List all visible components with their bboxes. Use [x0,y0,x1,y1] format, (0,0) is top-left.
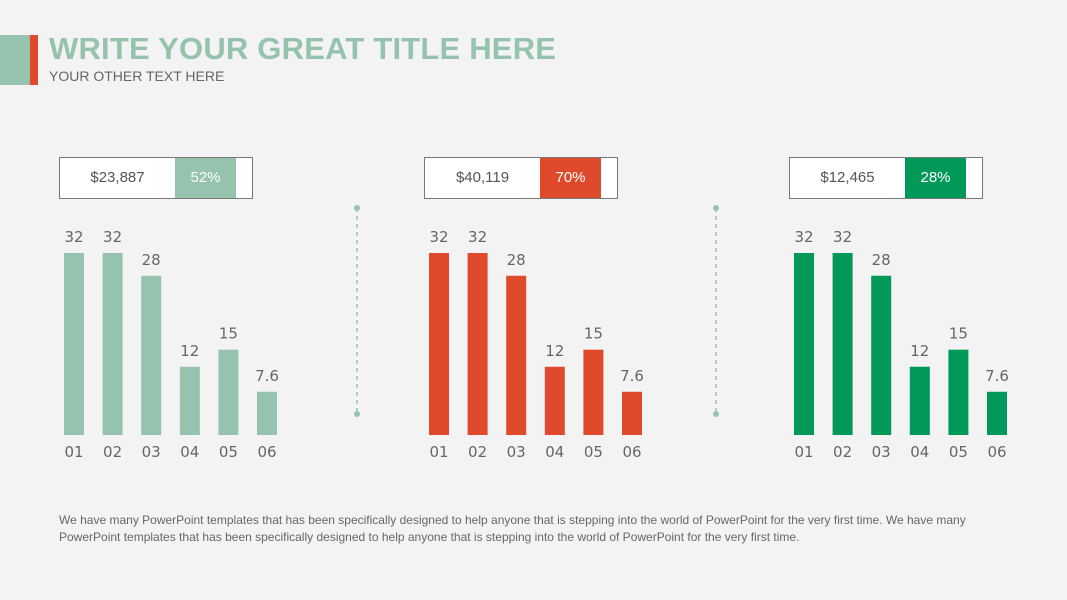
data-label: 28 [142,251,161,269]
data-label: 28 [507,251,526,269]
divider-1 [354,205,360,417]
x-tick-label: 06 [257,443,276,461]
data-label: 28 [872,251,891,269]
page-subtitle: YOUR OTHER TEXT HERE [49,68,225,84]
data-label: 7.6 [620,367,644,385]
x-tick-label: 05 [219,443,238,461]
page-title: WRITE YOUR GREAT TITLE HERE [49,31,557,66]
title-accent-block [0,35,30,85]
x-tick-label: 05 [584,443,603,461]
x-tick-label: 02 [468,443,487,461]
x-tick-label: 01 [429,443,448,461]
x-tick-label: 03 [872,443,891,461]
data-label: 7.6 [255,367,279,385]
data-label: 32 [103,228,122,246]
data-label: 12 [180,342,199,360]
bar-chart-1: 32 01 32 02 28 03 12 04 15 05 7.6 06 [64,228,279,461]
x-tick-label: 04 [545,443,564,461]
data-label: 32 [64,228,83,246]
kpi-box-3: $12,465 28% [789,157,983,199]
bar [64,253,84,435]
bar [948,349,969,435]
kpi-box-2: $40,119 70% [424,157,618,199]
bar [794,253,814,435]
x-tick-label: 02 [833,443,852,461]
data-label: 15 [949,325,968,343]
bar [544,366,565,435]
bar [429,253,449,435]
x-tick-label: 04 [180,443,199,461]
data-label: 7.6 [985,367,1009,385]
data-label: 32 [833,228,852,246]
bar [909,366,930,435]
divider-2 [713,205,719,417]
kpi-value-2: $40,119 [455,169,510,186]
x-tick-label: 06 [987,443,1006,461]
bar [583,349,604,435]
kpi-percent-2: 70% [540,158,601,198]
data-label: 32 [429,228,448,246]
x-tick-label: 02 [103,443,122,461]
bar [141,275,162,435]
x-tick-label: 04 [910,443,929,461]
bar [987,391,1007,435]
x-tick-label: 05 [949,443,968,461]
bar [467,253,488,435]
kpi-value-3: $12,465 [820,169,875,186]
bar [832,253,853,435]
bar [871,275,892,435]
kpi-value-1: $23,887 [90,169,145,186]
x-tick-label: 01 [794,443,813,461]
data-label: 15 [219,325,238,343]
bar [622,391,642,435]
description-text: We have many PowerPoint templates that h… [59,513,966,544]
bar [102,253,123,435]
data-label: 12 [545,342,564,360]
bar [506,275,527,435]
data-label: 32 [794,228,813,246]
x-tick-label: 03 [142,443,161,461]
data-label: 15 [584,325,603,343]
bar-chart-2: 32 01 32 02 28 03 12 04 15 05 7.6 06 [429,228,644,461]
bar [257,391,277,435]
kpi-percent-3: 28% [905,158,966,198]
title-accent-bar [30,35,38,85]
data-label: 12 [910,342,929,360]
kpi-percent-1: 52% [175,158,236,198]
bar [218,349,239,435]
bar [179,366,200,435]
x-tick-label: 03 [507,443,526,461]
bar-chart-3: 32 01 32 02 28 03 12 04 15 05 7.6 06 [794,228,1009,461]
x-tick-label: 06 [622,443,641,461]
kpi-box-1: $23,887 52% [59,157,253,199]
data-label: 32 [468,228,487,246]
x-tick-label: 01 [64,443,83,461]
